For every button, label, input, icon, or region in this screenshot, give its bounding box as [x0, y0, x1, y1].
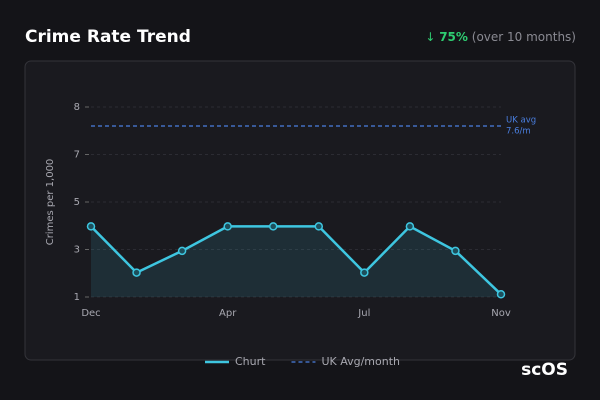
point	[132, 268, 141, 277]
point	[314, 222, 324, 231]
annotation: UK avg	[506, 116, 536, 126]
legend-label: UK Avg/month	[321, 355, 400, 368]
trend-change: 75%	[439, 30, 468, 44]
point	[360, 268, 369, 277]
y-axis-label: Crimes per 1,000	[45, 159, 56, 246]
area	[91, 226, 501, 297]
x-tick-label: Apr	[219, 308, 237, 319]
legend-label: Churt	[235, 355, 266, 368]
trend-period: (over 10 months)	[472, 30, 576, 44]
point	[496, 290, 506, 299]
x-tick-label: Dec	[81, 308, 100, 319]
y-tick-label: 3	[74, 245, 80, 256]
x-tick-label: Nov	[491, 308, 511, 319]
point	[86, 222, 96, 231]
point	[177, 246, 187, 256]
y-tick-label: 7	[74, 150, 80, 161]
line	[90, 224, 502, 296]
point	[268, 222, 278, 231]
point	[451, 246, 460, 256]
annotation: 7.6/m	[506, 127, 531, 137]
y-tick-label: 5	[74, 197, 80, 208]
trend-arrow: ↓	[425, 30, 435, 44]
logo: scOS	[521, 360, 568, 380]
chart-panel	[24, 60, 576, 361]
chart-title: Crime Rate Trend	[25, 27, 191, 47]
x-tick-label: Jul	[357, 308, 370, 319]
trend-summary: ↓ 75% (over 10 months)	[425, 30, 576, 44]
point	[223, 222, 232, 231]
y-tick-label: 8	[74, 102, 80, 113]
y-tick-label: 1	[74, 292, 80, 303]
point	[405, 222, 415, 231]
